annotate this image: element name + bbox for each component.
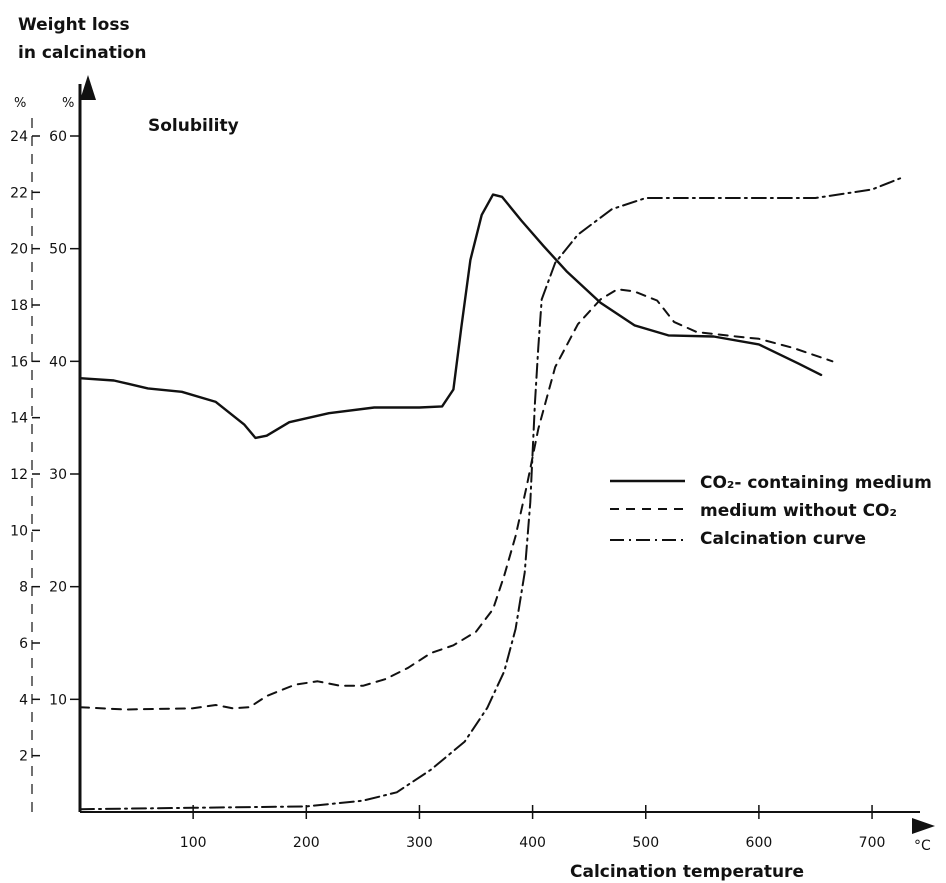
weight-loss-tick-label-8: 8 [19, 580, 28, 596]
solubility-tick-label-60: 60 [49, 129, 67, 145]
solubility-tick-label-50: 50 [49, 242, 67, 258]
x-axis-arrow [912, 818, 935, 834]
weight-loss-tick-label-14: 14 [10, 411, 28, 427]
weight-loss-tick-label-24: 24 [10, 129, 28, 145]
weight-loss-tick-label-16: 16 [10, 354, 28, 370]
x-tick-label-400: 400 [519, 835, 546, 851]
solubility-tick-label-40: 40 [49, 354, 67, 370]
weight-loss-tick-label-6: 6 [19, 636, 28, 652]
x-tick-label-700: 700 [859, 835, 886, 851]
series-line-0 [78, 193, 823, 440]
x-tick-label-300: 300 [406, 835, 433, 851]
weight-loss-tick-label-4: 4 [19, 692, 28, 708]
y-axis-arrow [80, 75, 96, 100]
weight-loss-tick-label-18: 18 [10, 298, 28, 314]
x-tick-label-200: 200 [293, 835, 320, 851]
x-tick-label-500: 500 [632, 835, 659, 851]
weight-loss-tick-label-22: 22 [10, 185, 28, 201]
weight-loss-tick-label-12: 12 [10, 467, 28, 483]
plot-area [78, 177, 902, 811]
solubility-tick-label-30: 30 [49, 467, 67, 483]
solubility-tick-label-10: 10 [49, 692, 67, 708]
solubility-unit: % [62, 96, 74, 111]
legend-label-co2: CO₂- containing medium [700, 473, 932, 493]
weight-loss-axis-title-line2: in calcination [18, 43, 146, 63]
x-tick-label-600: 600 [746, 835, 773, 851]
series-line-2 [79, 177, 902, 811]
weight-loss-unit: % [14, 96, 26, 111]
legend-label-no-co2: medium without CO₂ [700, 501, 897, 521]
series-line-1 [79, 288, 834, 711]
weight-loss-tick-label-2: 2 [19, 749, 28, 765]
weight-loss-tick-label-10: 10 [10, 523, 28, 539]
x-axis-ticks: 100 200 300 400 500 600 700 [180, 805, 886, 851]
solubility-axis-title: Solubility [148, 116, 239, 136]
weight-loss-axis-title-line1: Weight loss [18, 15, 130, 35]
solubility-tick-label-20: 20 [49, 580, 67, 596]
x-tick-label-100: 100 [180, 835, 207, 851]
x-axis-title: Calcination temperature [570, 862, 804, 882]
solubility-axis-ticks: 10 20 30 40 50 60 [49, 129, 80, 708]
x-axis-unit: °C [914, 838, 931, 854]
legend-label-calcination: Calcination curve [700, 529, 866, 549]
legend: CO₂- containing medium medium without CO… [610, 473, 932, 549]
weight-loss-tick-label-20: 20 [10, 242, 28, 258]
